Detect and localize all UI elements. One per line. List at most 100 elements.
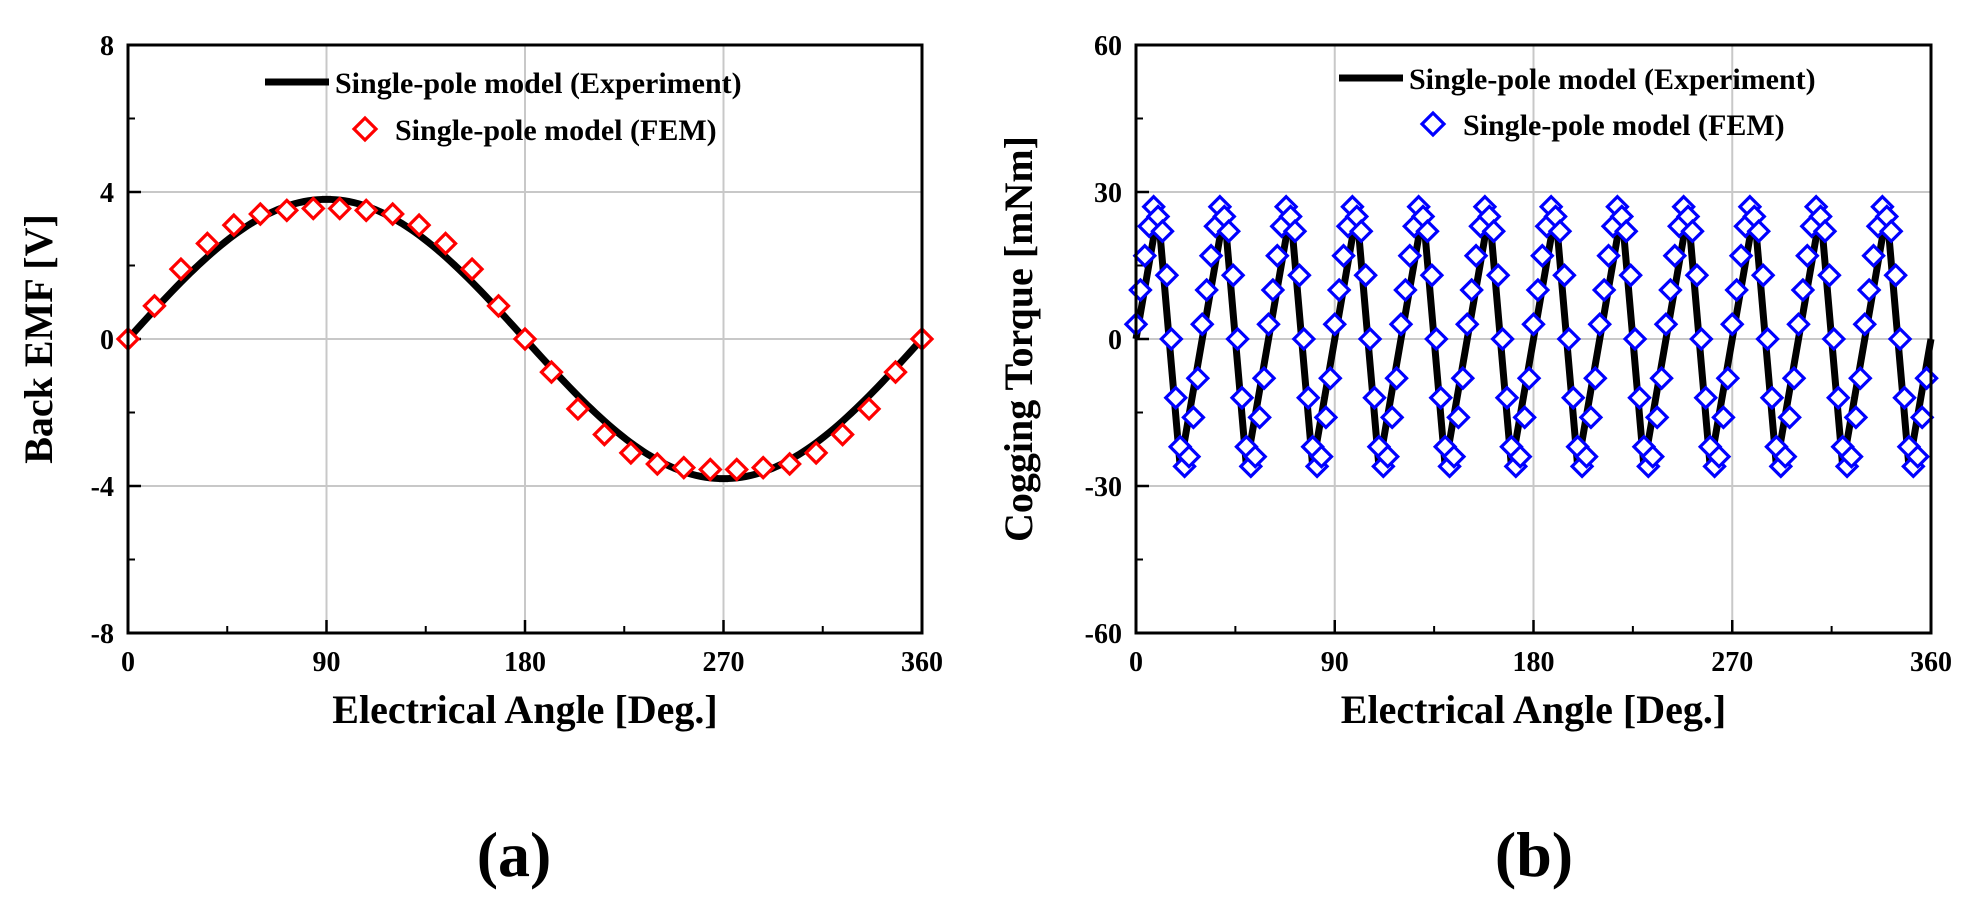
series-marker-fem xyxy=(1313,405,1339,430)
series-marker-fem xyxy=(1591,277,1617,303)
series-marker-fem xyxy=(248,201,273,227)
y-tick-label: 4 xyxy=(100,178,114,209)
y-tick-label: -8 xyxy=(91,619,114,650)
series-marker-fem xyxy=(1658,277,1683,303)
series-marker-fem xyxy=(406,212,432,238)
series-marker-fem xyxy=(1680,218,1705,244)
series-marker-fem xyxy=(1905,444,1931,469)
series-marker-fem xyxy=(1750,263,1776,288)
x-tick-label: 90 xyxy=(1321,647,1349,678)
series-marker-fem xyxy=(1684,263,1710,288)
series-marker-fem xyxy=(195,231,220,256)
series-marker-fem xyxy=(1627,385,1652,411)
series-marker-fem xyxy=(539,359,564,385)
series-marker-fem xyxy=(221,212,247,238)
series-marker-fem xyxy=(1507,444,1533,469)
series-marker-fem xyxy=(1825,385,1851,411)
series-marker-fem xyxy=(1644,405,1670,430)
series-marker-fem xyxy=(1185,365,1211,391)
series-marker-fem xyxy=(1450,365,1476,391)
legend-label-fem: Single-pole model (FEM) xyxy=(1463,109,1785,142)
series-marker-fem xyxy=(1441,444,1467,469)
series-marker-fem xyxy=(1887,326,1913,352)
series-marker-fem xyxy=(1878,218,1904,244)
series-marker-fem xyxy=(1463,243,1489,268)
plot-frame xyxy=(1134,43,1933,635)
y-tick-label: -30 xyxy=(1085,472,1122,503)
series-marker-fem xyxy=(1225,326,1250,352)
series-marker-fem xyxy=(1861,243,1886,268)
series-marker-fem xyxy=(1587,312,1613,337)
series-marker-fem xyxy=(433,231,458,256)
series-marker-fem xyxy=(777,451,802,477)
series-marker-fem xyxy=(1459,277,1484,303)
series-marker-fem xyxy=(1578,405,1604,430)
series-marker-fem xyxy=(1715,365,1741,391)
series-marker-fem xyxy=(1428,385,1454,411)
series-marker-fem xyxy=(803,440,829,466)
series-marker-fem xyxy=(1786,312,1811,337)
series-marker-fem xyxy=(1547,218,1573,244)
series-marker-fem xyxy=(1256,312,1281,337)
series-marker-fem xyxy=(1318,365,1343,391)
series-marker-fem xyxy=(1852,312,1878,337)
series-marker-fem xyxy=(1777,405,1802,430)
chart-panel-a: 0 90 180 270 360 -8 -4 0 4 8 Electrical Angle [Deg… xyxy=(16,31,943,890)
y-tick-label: -4 xyxy=(91,472,114,503)
series-marker-fem xyxy=(327,196,352,221)
series-marker-fem xyxy=(1781,365,1807,391)
series-marker-fem xyxy=(459,256,485,282)
series-marker-fem xyxy=(1362,385,1387,411)
y-tick-label: -60 xyxy=(1085,619,1122,650)
series-marker-fem xyxy=(1446,405,1471,430)
series-marker-fem xyxy=(1622,326,1648,352)
series-marker-fem xyxy=(698,457,723,482)
series-marker-fem xyxy=(856,396,882,422)
series-marker-fem xyxy=(1251,365,1277,391)
series-marker-fem xyxy=(1216,218,1242,244)
series-marker-fem xyxy=(1331,243,1356,268)
series-marker-fem xyxy=(830,422,855,447)
y-tick-label: 0 xyxy=(1108,325,1122,356)
series-marker-fem xyxy=(1242,444,1268,469)
series-marker-fem xyxy=(1512,405,1537,430)
series-marker-fem xyxy=(1706,444,1732,469)
series-marker-fem xyxy=(1613,218,1639,244)
series-marker-fem xyxy=(486,293,511,319)
series-marker-fem xyxy=(1909,405,1935,430)
series-marker-fem xyxy=(168,256,194,282)
series-marker-fem xyxy=(1719,312,1745,337)
series-marker-fem xyxy=(1596,243,1621,268)
series-marker-fem xyxy=(1287,263,1312,288)
x-axis-label: Electrical Angle [Deg.] xyxy=(332,687,717,732)
series-marker-fem xyxy=(1772,444,1798,469)
series-marker-fem xyxy=(1711,405,1736,430)
series-marker-fem xyxy=(1521,312,1546,337)
series-marker-fem xyxy=(883,359,908,385)
series-marker-fem xyxy=(1481,218,1507,244)
y-tick-label: 0 xyxy=(100,325,114,356)
x-tick-label: 180 xyxy=(504,647,546,678)
series-marker-fem xyxy=(1485,263,1511,288)
series-marker-fem xyxy=(1560,385,1586,411)
legend-diamond-swatch xyxy=(351,115,379,143)
series-marker-fem xyxy=(1260,277,1286,303)
series-marker-fem xyxy=(512,326,538,352)
series-line-experiment xyxy=(1132,208,1935,470)
series-marker-fem xyxy=(1790,277,1816,303)
series-marker-fem xyxy=(1746,218,1772,244)
series-marker-fem xyxy=(565,396,591,422)
series-marker-fem xyxy=(1662,243,1688,268)
series-marker-fem xyxy=(618,440,644,466)
series-marker-fem xyxy=(1309,444,1334,469)
series-marker-fem xyxy=(1689,326,1714,352)
series-marker-fem xyxy=(1322,312,1348,337)
series-marker-fem xyxy=(1490,326,1515,352)
series-marker-fem xyxy=(1247,405,1272,430)
series-marker-fem xyxy=(1379,405,1405,430)
series-marker-fem xyxy=(1291,326,1317,352)
series-marker-fem xyxy=(1424,326,1449,352)
series-marker-fem xyxy=(1552,263,1577,288)
y-tick-label: 30 xyxy=(1094,178,1122,209)
